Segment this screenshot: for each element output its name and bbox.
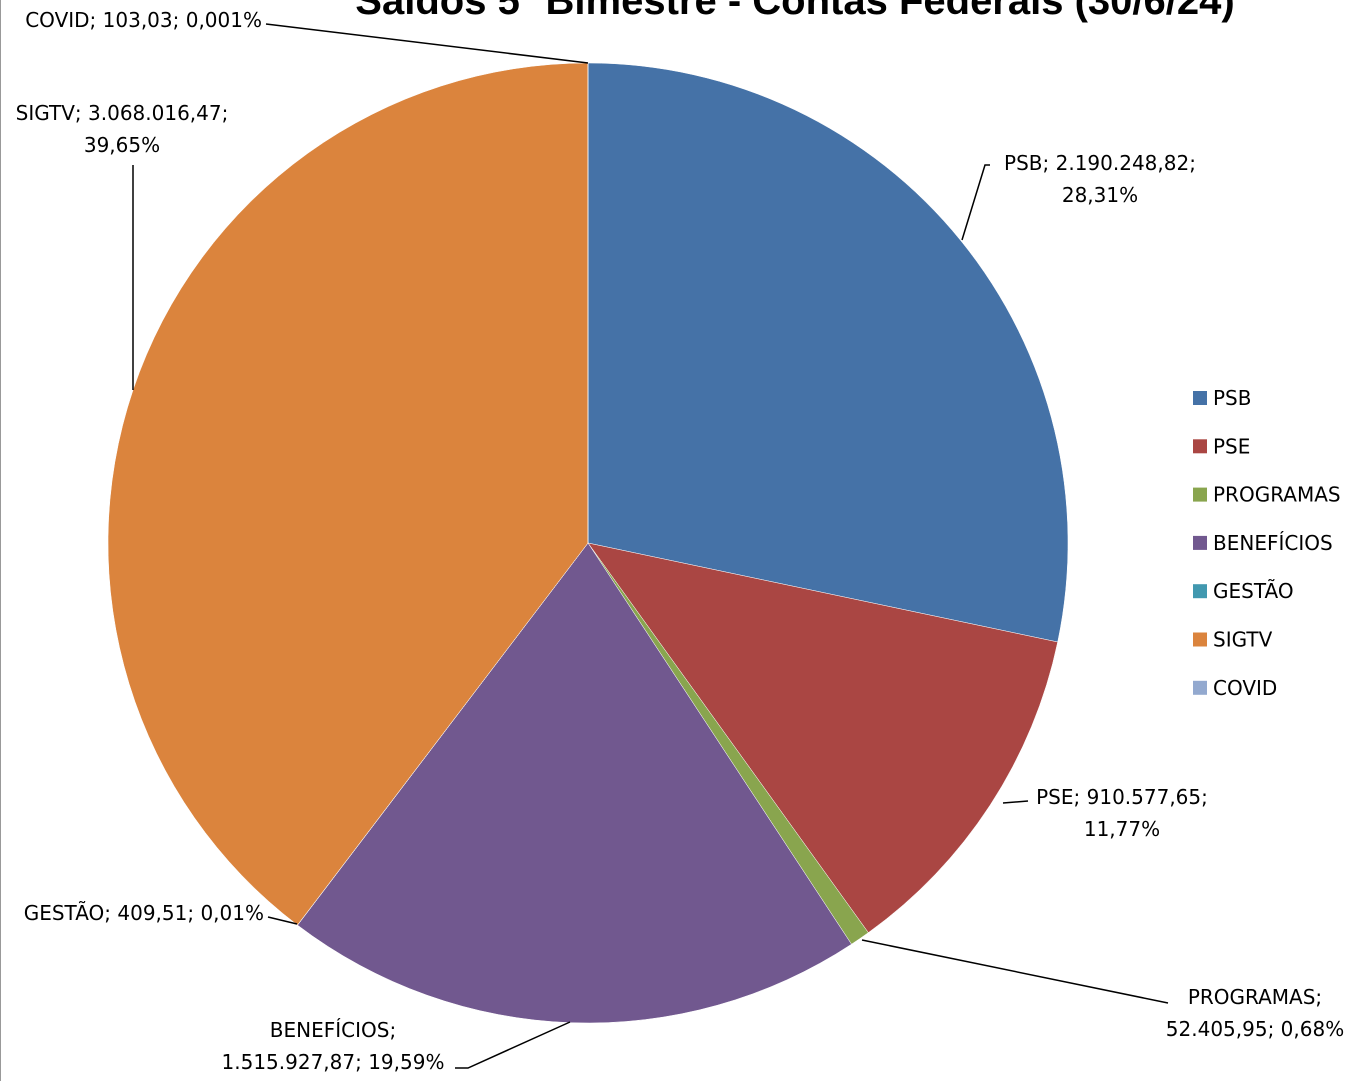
pie-slice — [297, 542, 852, 1024]
leader-line — [265, 23, 589, 64]
data-label: PSB; 2.190.248,82; 28,31% — [1004, 151, 1196, 207]
data-label: BENEFÍCIOS; 1.515.927,87; 19,59% — [222, 1018, 445, 1074]
leader-line — [861, 939, 1169, 1004]
legend-label: GESTÃO — [1213, 579, 1294, 603]
data-label: PSE; 910.577,65; 11,77% — [1036, 785, 1208, 841]
data-label: GESTÃO; 409,51; 0,01% — [24, 901, 264, 925]
leader-line — [267, 916, 298, 925]
legend-label: BENEFÍCIOS — [1213, 531, 1333, 555]
leader-line — [1002, 800, 1029, 804]
legend-label: PSE — [1213, 434, 1250, 458]
pie-slice — [587, 542, 1058, 933]
legend-label: PSB — [1213, 386, 1251, 410]
chart-title: Saldos 5º Bimestre - Contas Federais (30… — [355, 0, 1234, 23]
legend-swatch — [1193, 487, 1207, 502]
legend-swatch — [1193, 584, 1207, 599]
data-label: PROGRAMAS; 52.405,95; 0,68% — [1166, 985, 1344, 1041]
legend-swatch — [1193, 439, 1207, 454]
legend-swatch — [1193, 680, 1207, 695]
data-label: COVID; 103,03; 0,001% — [25, 8, 262, 32]
legend-label: SIGTV — [1213, 628, 1273, 652]
legend-label: COVID — [1213, 676, 1277, 700]
legend-swatch — [1193, 632, 1207, 647]
legend-swatch — [1193, 535, 1207, 550]
leader-line — [961, 164, 990, 241]
pie-slice — [587, 62, 1069, 643]
legend-swatch — [1193, 391, 1207, 405]
leader-line — [455, 1021, 571, 1069]
data-label: SIGTV; 3.068.016,47; 39,65% — [16, 101, 229, 157]
legend-label: PROGRAMAS — [1213, 483, 1341, 507]
